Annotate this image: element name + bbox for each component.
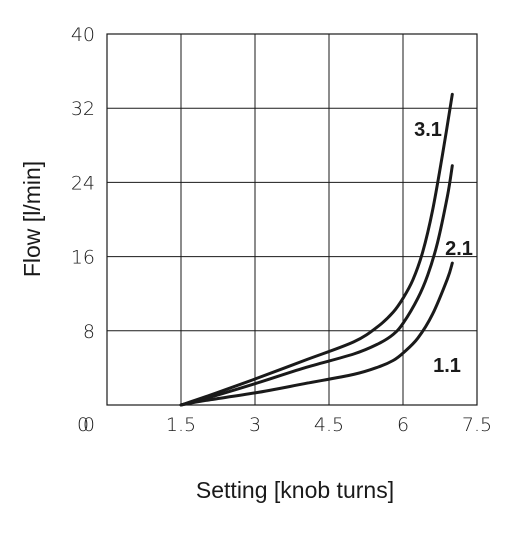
series-labels: 1.1 2.1 3.1 (414, 119, 473, 377)
x-tick-label: 3 (249, 414, 261, 436)
series-label-1-1: 1.1 (433, 355, 461, 377)
series-label-3-1: 3.1 (414, 119, 442, 141)
series-label-2-1: 2.1 (445, 238, 473, 260)
y-tick-label: 16 (71, 247, 95, 269)
y-tick-label: 40 (71, 24, 95, 46)
x-tick-label: 1.5 (166, 414, 196, 436)
y-axis-label: Flow [l/min] (19, 161, 45, 277)
x-axis-label: Setting [knob turns] (196, 477, 394, 503)
x-ticks: 0 1.5 3 4.5 6 7.5 (77, 414, 492, 436)
y-tick-label: 24 (71, 172, 95, 194)
y-tick-label: 32 (71, 98, 95, 120)
x-tick-label: 4.5 (314, 414, 344, 436)
x-tick-label: 7.5 (462, 414, 492, 436)
x-tick-label: 6 (397, 414, 409, 436)
x-tick-label: 0 (77, 414, 89, 436)
y-ticks: 0 8 16 24 32 40 (71, 24, 95, 436)
y-tick-label: 0 (83, 414, 95, 436)
series-line-3-1 (179, 92, 454, 407)
series-line-2-1 (179, 164, 454, 407)
y-tick-label: 8 (83, 321, 95, 343)
series-lines (179, 92, 454, 407)
plot-frame (106, 33, 478, 406)
grid (106, 33, 478, 406)
series-line-1-1 (179, 261, 454, 407)
